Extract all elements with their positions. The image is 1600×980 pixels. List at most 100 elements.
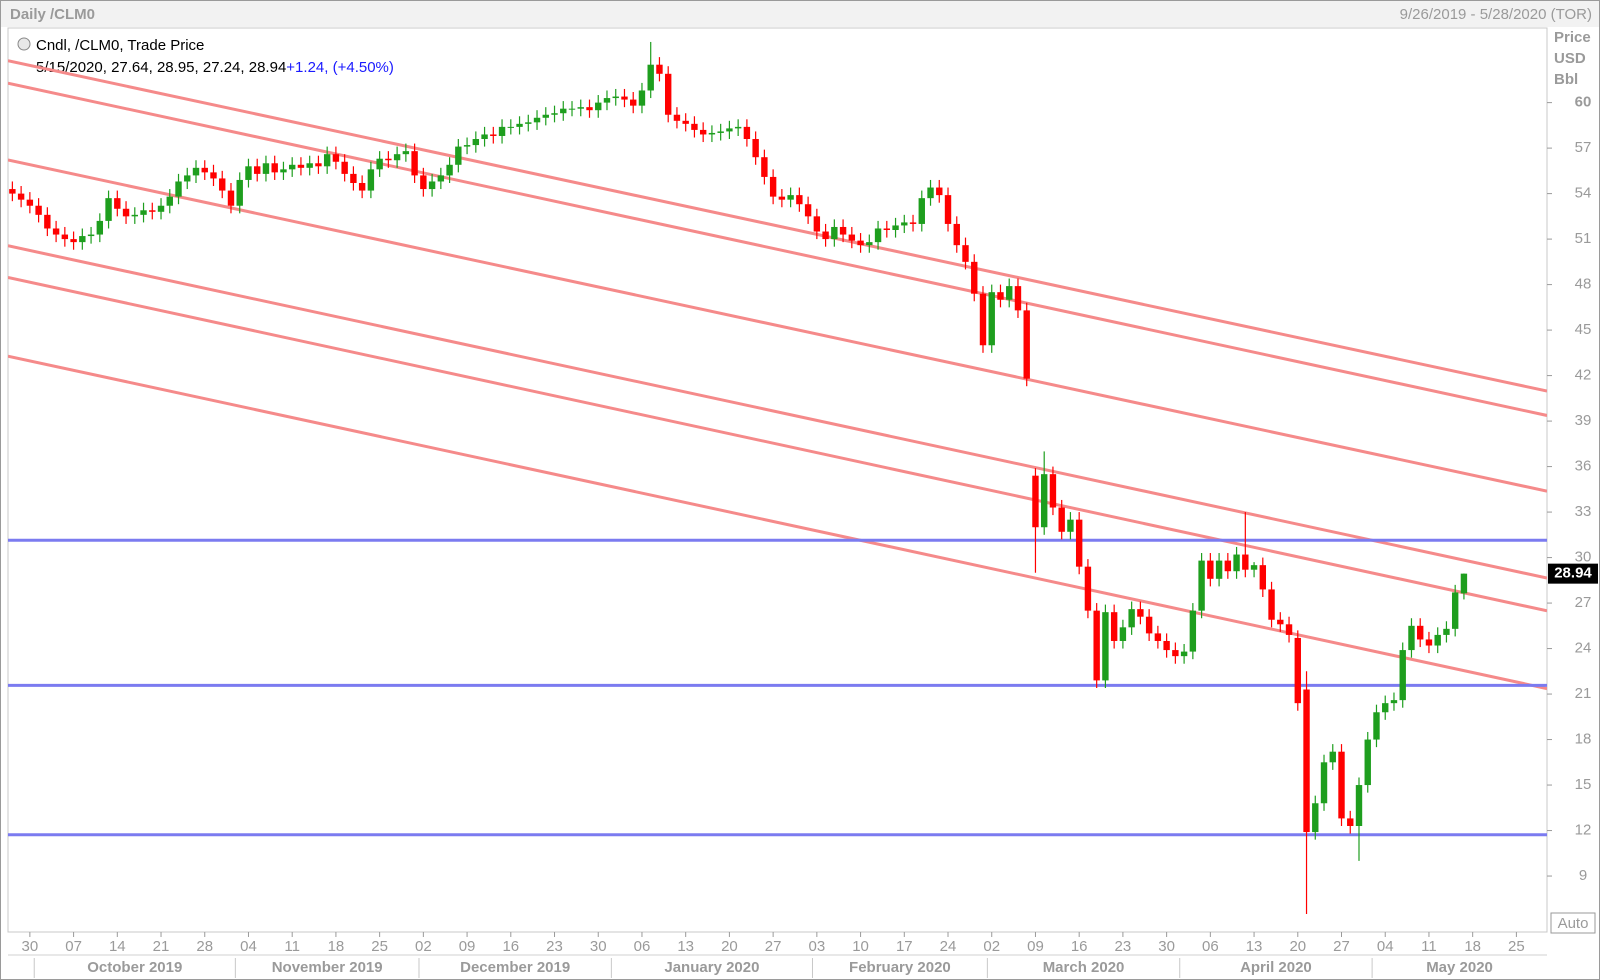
legend-open: 27.64 <box>111 59 149 76</box>
candle-body <box>245 166 252 180</box>
candle-body <box>533 117 541 123</box>
auto-button-box[interactable] <box>1550 912 1596 934</box>
legend-change: +1.24 <box>286 59 324 76</box>
candle-body <box>656 64 663 74</box>
y-tick-label: 45 <box>1575 321 1592 338</box>
candle-body <box>822 231 829 240</box>
x-tick-label: 17 <box>896 938 913 955</box>
last-price-label: 28.94 <box>1554 565 1592 582</box>
y-tick-label: 42 <box>1575 367 1592 384</box>
auto-button[interactable]: Auto <box>1550 912 1596 934</box>
x-tick-label: 03 <box>809 938 826 955</box>
month-label: May 2020 <box>1426 959 1493 976</box>
candle-body <box>909 222 917 224</box>
candle-body <box>446 164 453 176</box>
candle-body <box>17 193 25 200</box>
candle-body <box>1294 637 1301 704</box>
candle-body <box>262 163 270 174</box>
candle-body <box>962 245 969 262</box>
y-axis-label: Bbl <box>1554 71 1578 88</box>
x-tick-label: 27 <box>765 938 782 955</box>
candle-body <box>525 122 532 124</box>
trend-line <box>8 244 1547 580</box>
candle-body <box>1285 624 1293 635</box>
candle-body <box>411 151 418 176</box>
candle-body <box>402 151 410 155</box>
candle-body <box>393 154 401 161</box>
candle-body <box>586 107 593 111</box>
candle-body <box>79 236 86 243</box>
candle-body <box>131 214 138 217</box>
x-tick-label: 10 <box>852 938 869 955</box>
candle-body <box>490 134 497 136</box>
candle-body <box>1224 560 1232 572</box>
candle-body <box>288 164 296 170</box>
candle-body <box>761 157 768 177</box>
y-tick-label: 15 <box>1575 776 1592 793</box>
candle-body <box>796 195 803 205</box>
candle-body <box>516 123 523 127</box>
candle-body <box>87 234 95 237</box>
candle-body <box>140 210 147 215</box>
candle-body <box>61 234 69 240</box>
candle-body <box>1180 651 1188 657</box>
auto-button-label[interactable]: Auto <box>1558 915 1589 932</box>
candle-body <box>385 158 392 161</box>
candle-body <box>184 175 191 182</box>
candle-body <box>936 187 943 196</box>
x-tick-label: 09 <box>459 938 476 955</box>
candle-body <box>358 182 366 191</box>
candle-body <box>918 198 925 224</box>
candle-body <box>857 240 864 246</box>
candle-body <box>1312 803 1319 833</box>
candle-body <box>568 108 576 110</box>
candle-body <box>1460 573 1468 594</box>
candle-body <box>498 126 506 136</box>
candle-body <box>1207 560 1214 579</box>
candle-body <box>1320 762 1328 804</box>
candle-body <box>839 226 847 235</box>
candle-body <box>254 166 261 174</box>
candle-body <box>874 228 882 243</box>
x-tick-label: 11 <box>284 938 300 955</box>
candle-body <box>472 139 480 146</box>
candle-body <box>1443 628 1450 635</box>
candle-body <box>883 228 891 231</box>
x-tick-label: 04 <box>1377 938 1394 955</box>
candle-body <box>560 108 567 114</box>
y-tick-label: 54 <box>1575 185 1592 202</box>
candle-body <box>778 196 786 200</box>
x-tick-label: 30 <box>590 938 607 955</box>
y-axis-label: USD <box>1554 50 1586 67</box>
candle-body <box>621 96 628 100</box>
x-tick-label: 13 <box>677 938 694 955</box>
candle-body <box>901 222 908 226</box>
trend-line <box>8 81 1547 417</box>
month-label: November 2019 <box>272 959 383 976</box>
candle-body <box>699 129 707 135</box>
candle-body <box>420 175 427 190</box>
candle-body <box>280 169 287 173</box>
candle-body <box>1128 609 1135 628</box>
x-tick-label: 25 <box>1508 938 1525 955</box>
candle-body <box>1032 475 1039 528</box>
candle-body <box>1277 619 1284 625</box>
candle-body <box>105 198 112 221</box>
chart-title: Daily /CLM0 <box>10 6 95 23</box>
candle-body <box>1303 689 1310 833</box>
candle-body <box>813 216 821 232</box>
month-label: December 2019 <box>460 959 570 976</box>
header-bar <box>1 1 1599 27</box>
candle-body <box>542 114 549 118</box>
plot-layer <box>8 41 1547 914</box>
candle-body <box>1451 592 1459 629</box>
candle-body <box>1102 612 1109 681</box>
candle-body <box>743 126 751 140</box>
candle-body <box>44 214 51 229</box>
candle-body <box>323 154 331 167</box>
candle-body <box>734 126 742 129</box>
candle-body <box>708 132 716 135</box>
x-tick-label: 27 <box>1333 938 1350 955</box>
candle-body <box>551 113 558 115</box>
